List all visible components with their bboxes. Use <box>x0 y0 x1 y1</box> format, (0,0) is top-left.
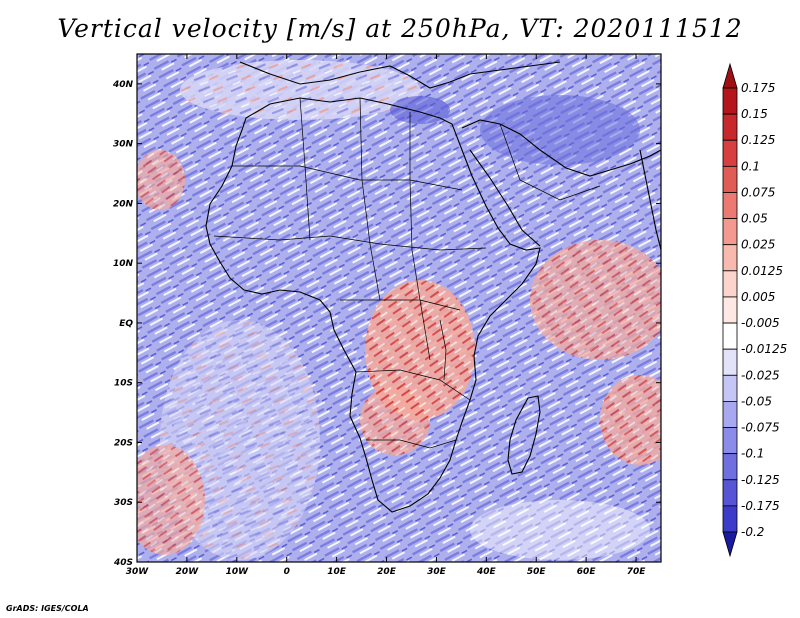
colorbar-segment <box>722 113 738 141</box>
red-sea-coast <box>469 149 541 247</box>
colorbar-label: 0.05 <box>741 212 768 226</box>
lat-tick-label: 40S <box>113 558 133 568</box>
country-borders <box>213 97 601 449</box>
lon-tick-label: 20W <box>176 567 200 577</box>
colorbar-segment <box>722 505 738 533</box>
border-great-lakes <box>439 319 447 381</box>
colorbar-segment <box>722 218 738 246</box>
colorbar-label: 0.125 <box>741 133 775 147</box>
india-coastline <box>639 149 661 251</box>
colorbar-label: -0.175 <box>741 499 780 513</box>
colorbar-label: -0.125 <box>741 473 780 487</box>
patch-indian-ocean <box>530 240 661 360</box>
colorbar-segment <box>722 139 738 167</box>
colorbar-segment <box>722 322 738 350</box>
border-equator <box>340 299 461 311</box>
border-south-central <box>355 369 471 401</box>
coastlines <box>205 61 661 513</box>
patch-southern-africa <box>360 385 430 455</box>
colorbar-label: -0.1 <box>741 447 764 461</box>
lon-tick-label: 30W <box>126 567 150 577</box>
lon-tick-label: 10E <box>327 567 347 577</box>
colorbar-label: 0.025 <box>741 238 775 252</box>
colorbar-bottom-arrow <box>722 531 738 558</box>
lat-tick-label: 30S <box>114 498 133 508</box>
lat-tick-label: 20N <box>113 199 134 209</box>
lat-tick-label: 20S <box>114 438 133 448</box>
grads-credit: GrADS: IGES/COLA <box>6 604 89 613</box>
border-west <box>299 97 311 241</box>
colorbar-segment <box>722 427 738 455</box>
border-sahel-north <box>232 165 463 191</box>
border-south <box>366 439 457 449</box>
latitude-axis: 40N 30N 20N 10N EQ 10S 20S 30S 40S <box>112 80 661 568</box>
africa-coastline <box>205 97 541 513</box>
lon-tick-label: 10W <box>226 567 250 577</box>
colorbar-segment <box>722 165 738 193</box>
patch-southwest-atlantic <box>137 445 205 555</box>
colorbar-label: -0.075 <box>741 421 780 435</box>
colorbar-segment <box>722 270 738 298</box>
colorbar-segment <box>722 348 738 376</box>
colorbar-label: 0.005 <box>741 290 775 304</box>
colorbar-segment <box>722 479 738 507</box>
arabia-coastline <box>461 119 661 177</box>
lon-tick-label: 70E <box>627 567 647 577</box>
map-plot-area <box>136 53 662 563</box>
border-central <box>359 97 381 301</box>
colorbar-top-arrow <box>722 62 738 89</box>
lat-tick-label: 30N <box>113 140 134 150</box>
colorbar-segment <box>722 374 738 402</box>
lat-tick-label: 10S <box>114 379 133 389</box>
lon-tick-label: 50E <box>527 567 547 577</box>
colorbar-segment <box>722 401 738 428</box>
colorbar-label: 0.075 <box>741 185 775 199</box>
colorbar-label: 0.15 <box>741 107 768 121</box>
colorbar-label: 0.175 <box>741 81 775 95</box>
europe-coastline <box>239 61 561 89</box>
lon-tick-label: 30E <box>427 567 447 577</box>
patch-southern-ocean <box>470 500 650 560</box>
patch-northwest-atlantic <box>137 150 185 210</box>
lat-tick-label: EQ <box>119 319 133 329</box>
lon-tick-label: 60E <box>577 567 597 577</box>
colorbar: 0.175 0.15 0.125 0.1 0.075 0.05 0.025 0.0125 0.0… <box>722 62 787 558</box>
madagascar-coastline <box>507 395 541 475</box>
colorbar-segment <box>722 87 738 115</box>
colorbar-label: -0.05 <box>741 394 772 408</box>
colorbar-segment <box>722 192 738 219</box>
colorbar-label: -0.0125 <box>741 342 787 356</box>
colorbar-label: -0.005 <box>741 316 780 330</box>
colorbar-label: -0.025 <box>741 368 780 382</box>
border-sahel <box>213 235 487 251</box>
lat-tick-label: 40N <box>112 80 134 90</box>
lat-tick-label: 10N <box>113 259 134 269</box>
patch-arabia <box>480 95 640 165</box>
colorbar-label: -0.2 <box>741 525 764 539</box>
lon-tick-label: 20E <box>377 567 397 577</box>
patch-north-africa <box>180 60 420 120</box>
longitude-axis: 30W 20W 10W 0 10E 20E 30E 40E 50E 60E 70E <box>126 54 646 577</box>
colorbar-label: 0.0125 <box>741 264 783 278</box>
velocity-field-patches <box>137 60 661 560</box>
patch-mediterranean <box>390 96 450 124</box>
border-east <box>409 112 431 361</box>
colorbar-segment <box>722 244 738 272</box>
colorbar-segment <box>722 296 738 324</box>
colorbar-label: 0.1 <box>741 159 760 173</box>
colorbar-segment <box>722 453 738 481</box>
border-arabia <box>499 123 601 201</box>
map-title: Vertical velocity [m/s] at 250hPa, VT: 2… <box>57 14 743 43</box>
lon-tick-label: 0 <box>284 567 290 577</box>
lon-tick-label: 40E <box>476 567 497 577</box>
map-frame <box>136 53 662 563</box>
patch-southeast-indian-ocean <box>600 375 661 465</box>
